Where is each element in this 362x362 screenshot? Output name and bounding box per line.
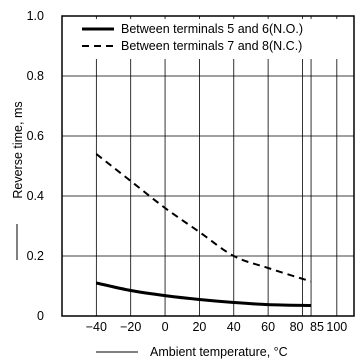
series-line-n-c xyxy=(95,153,312,283)
y-tick-label: 0.8 xyxy=(27,69,44,83)
legend-label-n-o: Between terminals 5 and 6(N.O.) xyxy=(121,22,303,36)
legend: Between terminals 5 and 6(N.O.) Between … xyxy=(76,19,351,59)
y-tick-label: 1.0 xyxy=(27,9,44,23)
legend-label-n-c: Between terminals 7 and 8(N.C.) xyxy=(121,39,302,53)
x-axis-title-text: Ambient temperature, °C xyxy=(150,345,288,359)
series-layer xyxy=(95,153,312,307)
tick-labels: −40 −20 0 20 40 60 80 85 100 0 0.2 0.4 0.6 0.8 1.0 xyxy=(27,9,348,334)
x-tick-label: 100 xyxy=(326,320,347,334)
x-tick-label: 60 xyxy=(261,320,275,334)
grid xyxy=(62,15,354,317)
y-tick-label: 0.4 xyxy=(27,189,44,203)
x-tick-label: 40 xyxy=(227,320,241,334)
x-tick-label: 85 xyxy=(310,320,324,334)
x-tick-label: 20 xyxy=(192,320,206,334)
series-line-n-o xyxy=(96,281,312,307)
x-tick-label: 0 xyxy=(162,320,169,334)
x-tick-label: −40 xyxy=(86,320,107,334)
y-tick-label: 0.6 xyxy=(27,129,44,143)
y-tick-label: 0 xyxy=(37,309,44,323)
legend-box xyxy=(76,19,351,59)
x-tick-label: −20 xyxy=(120,320,141,334)
plot-frame xyxy=(61,15,355,317)
y-axis-title-text: Reverse time, ms xyxy=(11,101,25,198)
y-axis-title: Reverse time, ms xyxy=(11,101,25,260)
x-tick-label: 80 xyxy=(290,320,304,334)
y-tick-label: 0.2 xyxy=(27,249,44,263)
x-axis-title: Ambient temperature, °C xyxy=(96,345,288,359)
